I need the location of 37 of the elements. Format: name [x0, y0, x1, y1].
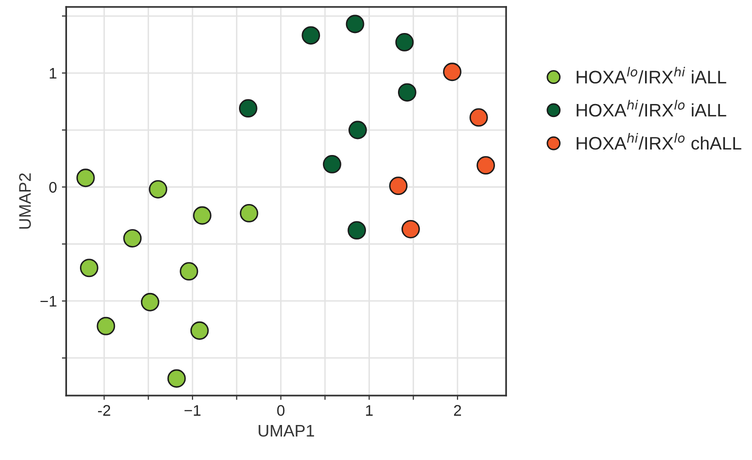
point: [443, 62, 462, 82]
point: [398, 83, 416, 102]
x-tick-label: −1: [184, 405, 200, 416]
point: [401, 220, 420, 238]
y-axis-title: UMAP2: [19, 173, 31, 229]
legend-label: HOXA$^{lo}$/IRX$^{hi}$ iALL: [576, 66, 726, 84]
x-tick-label: 1: [366, 405, 373, 416]
x-tick-label: -2: [98, 405, 110, 416]
point: [180, 262, 198, 281]
x-tick-label: 2: [454, 405, 461, 416]
point: [389, 176, 408, 196]
legend-label: HOXA$^{hi}$/IRX$^{lo}$ iALL: [576, 100, 726, 117]
y-tick-label: 1: [50, 68, 56, 79]
point: [346, 14, 364, 34]
point: [476, 156, 495, 175]
point: [322, 155, 342, 174]
point: [96, 316, 116, 336]
point: [470, 108, 488, 127]
x-axis-title: UMAP1: [258, 425, 314, 437]
point: [190, 321, 209, 340]
point: [167, 369, 186, 388]
point: [238, 99, 258, 118]
point: [302, 26, 320, 45]
point: [348, 221, 366, 240]
point: [123, 229, 142, 248]
y-tick-label: −1: [40, 296, 56, 307]
point: [148, 180, 168, 198]
point: [140, 292, 160, 312]
y-tick-label: 0: [49, 182, 57, 193]
point: [348, 120, 367, 140]
x-tick-label: 0: [277, 405, 284, 416]
point: [76, 168, 95, 188]
legend-label: HOXA$^{hi}$/IRX$^{lo}$ chALL: [576, 132, 742, 150]
point: [193, 206, 212, 225]
point: [395, 33, 414, 52]
point: [240, 204, 258, 222]
point: [80, 258, 98, 278]
